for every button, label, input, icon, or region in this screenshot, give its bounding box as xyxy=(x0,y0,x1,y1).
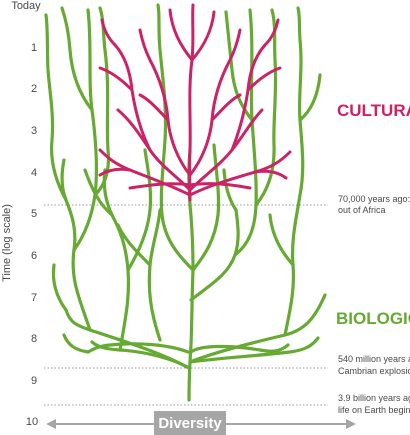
culture-branch xyxy=(263,18,280,47)
tree-branch xyxy=(147,208,162,342)
tick-label: 4 xyxy=(31,167,37,179)
y-axis-label: Time (log scale) xyxy=(1,204,13,282)
culture-branch xyxy=(98,66,134,92)
tree-branch xyxy=(188,293,327,364)
tick-label: 7 xyxy=(31,292,37,304)
tree-branch xyxy=(51,263,68,312)
culture-branch xyxy=(210,93,242,122)
tick-label: 10 xyxy=(26,416,38,428)
tick-label: 1 xyxy=(31,42,37,54)
tree-branch xyxy=(60,158,92,332)
event-life-line1: 3.9 billion years ago: xyxy=(338,393,410,403)
event-africa-line2: out of Africa xyxy=(338,205,386,215)
tree-branch xyxy=(93,6,111,197)
tree-branch xyxy=(189,343,290,354)
event-cambrian-line2: Cambrian explosion xyxy=(338,366,410,376)
tree-branch xyxy=(86,342,190,354)
culture-branch xyxy=(138,93,170,122)
event-lines xyxy=(44,204,328,406)
tree-branch xyxy=(60,6,94,112)
tick-label: 5 xyxy=(31,208,37,220)
tick-label: 9 xyxy=(31,375,37,387)
tick-label: 8 xyxy=(31,333,37,345)
tick-label: 3 xyxy=(31,125,37,137)
tick-label: 2 xyxy=(31,83,37,95)
x-axis-arrow: Diversity xyxy=(46,411,356,435)
culture-branch xyxy=(190,10,216,62)
culture-branch xyxy=(98,167,132,177)
culture-branch xyxy=(168,8,194,62)
culture-branch xyxy=(128,182,192,190)
biological-tree xyxy=(44,3,327,402)
event-africa-line1: 70,000 years ago: xyxy=(338,194,410,204)
tree-branch xyxy=(62,333,90,354)
biological-label: BIOLOGICAL xyxy=(336,309,410,328)
x-axis-label: Diversity xyxy=(158,415,222,432)
event-life-line2: life on Earth begins xyxy=(338,405,410,415)
culture-branch xyxy=(246,66,282,92)
tree-branch xyxy=(254,8,278,207)
culture-branch xyxy=(100,18,117,47)
cultural-label: CULTURAL xyxy=(337,101,410,120)
culture-branch xyxy=(138,28,192,177)
event-annotations: 70,000 years ago: out of Africa 540 mill… xyxy=(338,194,410,415)
tree-branch xyxy=(233,8,258,257)
arrow-left-icon xyxy=(46,419,56,429)
tree-branch xyxy=(188,336,320,364)
culture-branch xyxy=(188,182,252,190)
x-axis-label-box xyxy=(154,411,226,435)
tick-label: 6 xyxy=(31,250,37,262)
tree-branch xyxy=(224,10,254,122)
y-axis-ticks: Today 1 2 3 4 5 6 7 8 9 10 xyxy=(11,0,41,428)
tree-branch xyxy=(298,73,322,122)
arrow-right-icon xyxy=(346,419,356,429)
tree-branch xyxy=(44,13,68,202)
event-cambrian-line1: 540 million years ago: xyxy=(338,354,410,364)
tree-branch xyxy=(296,6,305,197)
tree-branch xyxy=(83,168,114,217)
culture-branch xyxy=(253,169,288,180)
tick-label: Today xyxy=(11,0,41,12)
tree-branch xyxy=(189,208,240,302)
cultural-tree xyxy=(98,3,292,202)
tree-branch xyxy=(156,3,195,272)
culture-branch xyxy=(188,28,242,177)
tree-branch xyxy=(268,213,295,267)
tree-branch xyxy=(102,168,131,352)
tree-branch xyxy=(72,8,99,252)
tree-branch xyxy=(116,223,152,267)
tree-branch xyxy=(222,168,238,212)
